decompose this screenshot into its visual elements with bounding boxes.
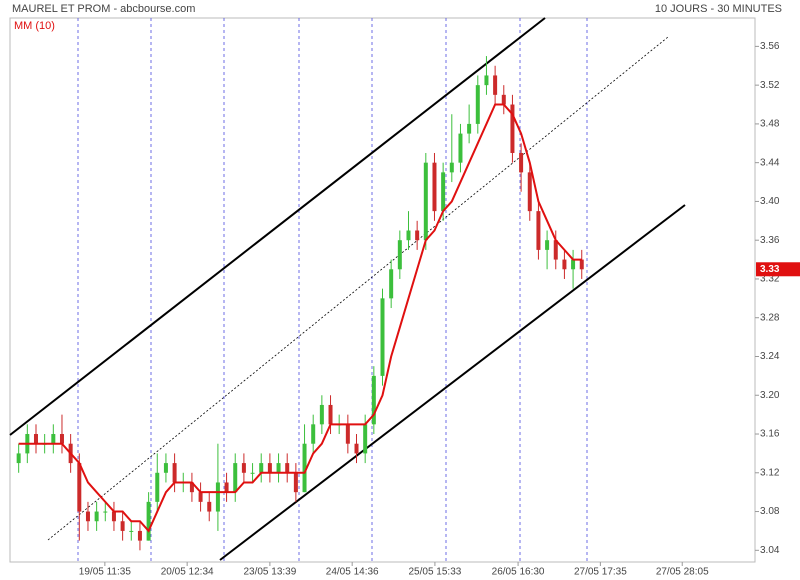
candle-body bbox=[129, 530, 134, 532]
last-price-label: 3.33 bbox=[760, 264, 780, 275]
candle-body bbox=[423, 162, 428, 241]
candle-body bbox=[449, 162, 454, 173]
y-tick-label: 3.04 bbox=[760, 545, 780, 556]
candle-body bbox=[120, 521, 125, 531]
candle-body bbox=[207, 501, 212, 512]
y-tick-label: 3.20 bbox=[760, 390, 780, 401]
x-tick-label: 25/05 15:33 bbox=[408, 567, 461, 578]
x-tick-label: 23/05 13:39 bbox=[243, 567, 296, 578]
y-tick-label: 3.56 bbox=[760, 41, 780, 52]
x-tick-label: 26/05 16:30 bbox=[492, 567, 545, 578]
candle-body bbox=[406, 230, 411, 241]
candle-body bbox=[285, 463, 290, 473]
y-tick-label: 3.52 bbox=[760, 80, 780, 91]
trend-channel bbox=[9, 17, 686, 561]
candle-body bbox=[579, 259, 584, 270]
candle-body bbox=[571, 259, 576, 270]
candle-body bbox=[493, 75, 498, 95]
moving-average-line bbox=[18, 103, 582, 533]
y-tick-label: 3.08 bbox=[760, 506, 780, 517]
candle-body bbox=[189, 482, 194, 493]
candle-body bbox=[94, 511, 99, 522]
candle-body bbox=[380, 298, 385, 376]
candle-body bbox=[475, 85, 480, 124]
candle-body bbox=[562, 259, 567, 270]
candle-body bbox=[241, 463, 246, 473]
candle-body bbox=[311, 424, 316, 444]
x-tick-label: 27/05 28:05 bbox=[656, 567, 709, 578]
candle-body bbox=[415, 230, 420, 241]
channel-upper bbox=[9, 17, 546, 436]
channel-lower bbox=[219, 204, 686, 561]
y-tick-label: 3.24 bbox=[760, 351, 780, 362]
y-tick-label: 3.32 bbox=[760, 274, 780, 285]
candle-body bbox=[519, 152, 524, 173]
legend-entry: MM (10) bbox=[14, 20, 55, 32]
candle-body bbox=[103, 511, 108, 513]
x-tick-label: 24/05 14:36 bbox=[326, 567, 379, 578]
candle-body bbox=[198, 492, 203, 502]
candle-body bbox=[59, 434, 64, 444]
candle-body bbox=[293, 472, 298, 493]
candle-body bbox=[397, 240, 402, 270]
candle-body bbox=[328, 404, 333, 425]
x-tick-label: 27/05 17:35 bbox=[574, 567, 627, 578]
candle-body bbox=[51, 434, 56, 444]
y-tick-label: 3.40 bbox=[760, 196, 780, 207]
candle-body bbox=[33, 434, 38, 444]
candle-body bbox=[85, 511, 90, 522]
y-tick-label: 3.36 bbox=[760, 235, 780, 246]
x-tick-label: 19/05 11:35 bbox=[79, 567, 132, 578]
candle-body bbox=[111, 511, 116, 522]
candle-body bbox=[501, 94, 506, 105]
chart-title: MAUREL ET PROM - abcbourse.com bbox=[12, 3, 195, 15]
candle-body bbox=[545, 240, 550, 250]
candle-body bbox=[267, 463, 272, 473]
y-tick-label: 3.44 bbox=[760, 157, 780, 168]
candle-body bbox=[432, 162, 437, 212]
y-tick-label: 3.16 bbox=[760, 429, 780, 440]
candle-body bbox=[510, 104, 515, 153]
candle-body bbox=[536, 211, 541, 250]
candle-body bbox=[389, 269, 394, 299]
candle-body bbox=[215, 482, 220, 512]
candle-body bbox=[77, 463, 82, 512]
candle-body bbox=[137, 530, 142, 541]
candle-body bbox=[319, 404, 324, 425]
y-tick-label: 3.12 bbox=[760, 467, 780, 478]
candle-body bbox=[224, 482, 229, 493]
candle-body bbox=[441, 172, 446, 212]
candle-body bbox=[233, 463, 238, 493]
candle-body bbox=[458, 133, 463, 163]
y-tick-label: 3.48 bbox=[760, 119, 780, 130]
candle-body bbox=[163, 463, 168, 473]
candle-body bbox=[276, 463, 281, 473]
candle-body bbox=[371, 375, 376, 425]
x-tick-label: 20/05 12:34 bbox=[161, 567, 214, 578]
candle-body bbox=[302, 443, 307, 493]
candle-body bbox=[146, 501, 151, 541]
day-separators bbox=[77, 18, 588, 562]
candle-body bbox=[345, 424, 350, 444]
candle-body bbox=[354, 443, 359, 454]
candle-body bbox=[527, 172, 532, 212]
candle-body bbox=[250, 472, 255, 474]
candle-body bbox=[16, 453, 21, 464]
y-tick-label: 3.28 bbox=[760, 312, 780, 323]
candle-body bbox=[467, 123, 472, 134]
candle-body bbox=[484, 75, 489, 86]
last-price-box bbox=[756, 262, 800, 277]
candle-body bbox=[259, 463, 264, 473]
channel-mid bbox=[47, 36, 669, 541]
candle-body bbox=[155, 472, 160, 502]
chart-subtitle: 10 JOURS - 30 MINUTES bbox=[655, 3, 782, 15]
candle-body bbox=[363, 424, 368, 454]
candle-body bbox=[172, 463, 177, 483]
candle-body bbox=[553, 240, 558, 260]
